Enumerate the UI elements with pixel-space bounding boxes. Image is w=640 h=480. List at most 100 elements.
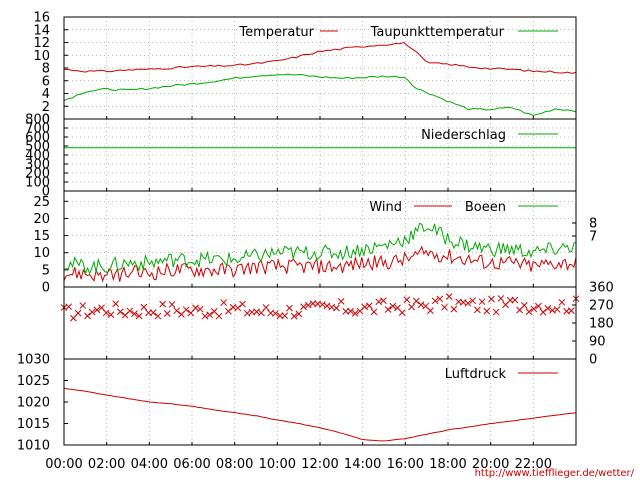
wind-direction-point [441,303,448,311]
wind-direction-point [173,307,181,315]
wind-direction-point [201,312,209,320]
wind-direction-point [206,311,213,319]
series-line-temperatur [64,41,577,74]
y-tick-label: 500 [25,140,50,155]
y-tick-label: 1020 [17,396,50,411]
x-tick-label: 14:00 [344,457,381,472]
wind-direction-point [333,304,340,312]
wind-direction-point [84,312,91,320]
legend-label: Temperatur [238,25,314,40]
wind-direction-point [488,295,495,303]
y-tick-label: 0 [42,185,50,200]
wind-direction-point [380,297,387,305]
x-tick-label: 10:00 [259,457,296,472]
wind-direction-point [535,302,542,310]
y-tick-label: 200 [25,167,50,182]
wind-direction-point [304,301,312,309]
y-tick-label: 16 [33,11,50,26]
wind-direction-point [290,312,298,320]
wind-direction-point [126,307,134,315]
wind-direction-point [318,301,326,308]
wind-direction-point [234,304,242,312]
x-tick-label: 04:00 [131,457,168,472]
y2-tick-label: 180 [589,317,614,332]
x-tick-label: 08:00 [216,457,253,472]
wind-direction-point [79,302,87,309]
wind-direction-point [530,305,538,313]
y-tick-label: 800 [25,113,50,128]
credit-link[interactable]: http://www.tiefflieger.de/wetter/ [475,468,635,479]
wind-direction-point [135,312,143,320]
y-tick-label: 5 [42,263,50,278]
x-axis-labels: 00:00 02:00 04:00 06:00 08:00 10:00 12:00 14:00… [45,457,552,472]
wind-direction-point [492,308,500,316]
wind-direction-point [553,306,561,313]
wind-direction-point [88,308,96,316]
wind-direction-point [149,309,157,316]
wind-direction-point [140,303,148,311]
wind-direction-point [389,302,397,310]
wind-direction-point [295,310,303,318]
y-tick-label: 12 [33,36,50,51]
wind-direction-point [168,301,176,308]
wind-direction-point [427,307,434,314]
x-tick-label: 16:00 [387,457,424,472]
y-tick-label: 10 [33,246,50,261]
wind-direction-point [544,305,552,312]
y2-tick-label: 0 [589,353,597,368]
y-tick-label: 1015 [17,417,50,432]
wind-direction-point [300,303,307,311]
wind-direction-point [478,298,486,306]
y-tick-label: 700 [25,122,50,137]
wind-direction-point [483,307,491,315]
y-tick-label: 14 [33,23,50,38]
y2-tick-label: 270 [589,299,614,314]
wind-direction-point [262,304,270,311]
y-tick-label: 300 [25,158,50,173]
series-line-boeen [63,222,577,275]
wind-direction-point [474,306,481,314]
wind-direction-point [93,306,101,314]
wind-direction-point [497,295,505,302]
wind-direction-point [337,298,345,305]
legend-label: Boeen [465,200,506,215]
wind-direction-point [539,308,547,316]
x-tick-label: 00:00 [45,457,82,472]
x-tick-label: 18:00 [429,457,466,472]
wind-direction-point [511,296,519,304]
wind-direction-point [525,308,533,316]
wind-direction-point [558,298,566,306]
x-tick-label: 12:00 [301,457,338,472]
y-tick-label: 1010 [17,439,50,454]
wind-direction-point [65,303,73,311]
wind-direction-point [365,302,373,310]
y-tick-label: 4 [42,87,50,102]
wind-direction-point [102,309,110,317]
wind-direction-point [182,306,190,314]
legend-label: Taupunkttemperatur [370,25,505,40]
y2-tick-label: 360 [589,281,614,296]
x-tick-label: 22:00 [515,457,552,472]
wind-direction-point [464,299,472,307]
wind-direction-point [520,302,528,309]
wind-direction-point [239,300,246,308]
wind-direction-point [384,306,392,313]
wind-direction-point [74,309,82,317]
x-tick-label: 20:00 [472,457,509,472]
legend-label: Niederschlag [421,128,506,143]
x-tick-label: 02:00 [88,457,125,472]
y-tick-label: 6 [42,74,50,89]
y-tick-label: 600 [25,131,50,146]
y-tick-label: 10 [33,49,50,64]
wind-direction-point [112,300,120,308]
wind-direction-point [417,301,425,309]
wind-direction-point [450,305,458,313]
wind-direction-point [257,309,265,317]
panel-wind: 0 5 10 15 20 25 78 Wind Boeen [33,190,597,296]
series-line-taupunkttemperatur [63,73,577,117]
y-tick-label: 15 [33,229,50,244]
wind-direction-point [370,308,378,316]
y-tick-label: 8 [42,62,50,77]
series-line-wind [63,245,577,283]
